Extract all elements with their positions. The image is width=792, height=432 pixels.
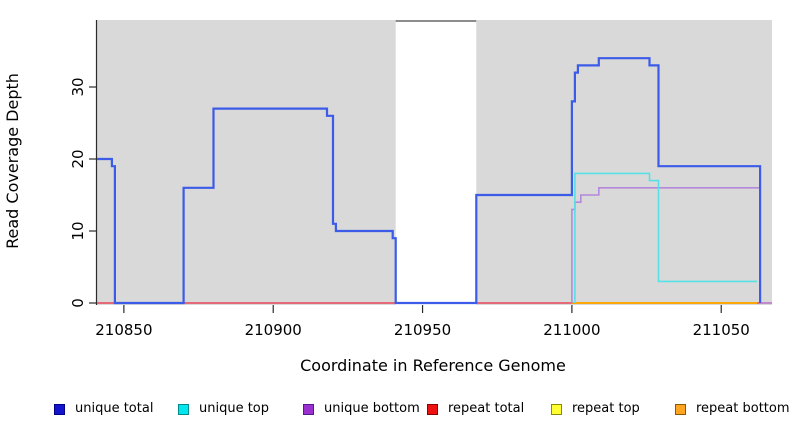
x-axis-ticks: 210850 210900 210950 211000 211050 <box>95 305 750 339</box>
x-tick-label: 210900 <box>245 321 302 339</box>
x-axis-title: Coordinate in Reference Genome <box>300 356 566 375</box>
series-line-unique-total <box>97 57 762 305</box>
x-tick-label: 211000 <box>543 321 600 339</box>
no-coverage-gap <box>395 20 477 305</box>
y-axis-title: Read Coverage Depth <box>3 73 22 249</box>
x-tick-label: 210850 <box>95 321 152 339</box>
x-tick-label: 211050 <box>693 321 750 339</box>
y-axis-ticks: 0 10 20 30 <box>69 77 97 308</box>
series-line-unique-top <box>574 172 758 303</box>
y-tick-label: 10 <box>69 221 87 240</box>
series-lines <box>97 57 772 305</box>
x-tick-label: 210950 <box>394 321 451 339</box>
y-tick-label: 30 <box>69 77 87 96</box>
y-tick-label: 20 <box>69 149 87 168</box>
y-tick-label: 0 <box>69 298 87 308</box>
